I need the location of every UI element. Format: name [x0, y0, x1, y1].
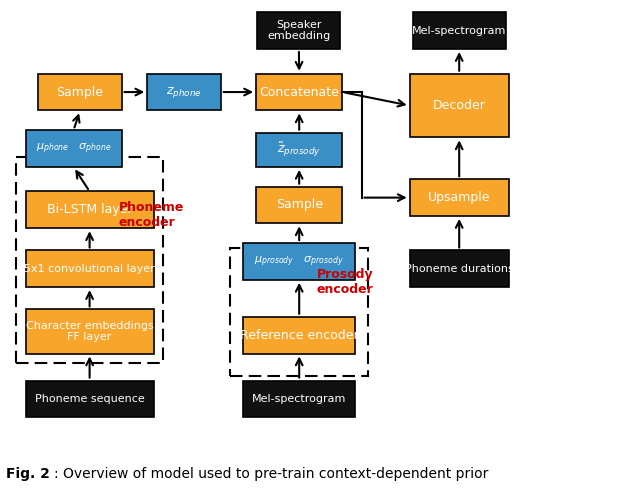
FancyBboxPatch shape — [243, 317, 355, 354]
FancyBboxPatch shape — [26, 381, 154, 417]
Text: Decoder: Decoder — [433, 99, 486, 112]
FancyBboxPatch shape — [26, 309, 154, 354]
FancyBboxPatch shape — [413, 12, 506, 49]
Text: Upsample: Upsample — [428, 191, 490, 204]
FancyBboxPatch shape — [26, 130, 122, 167]
FancyBboxPatch shape — [243, 243, 355, 280]
Text: Sample: Sample — [276, 198, 323, 212]
Text: Phoneme durations: Phoneme durations — [405, 264, 513, 274]
Text: 5x1 convolutional layer: 5x1 convolutional layer — [24, 264, 155, 274]
Text: $\mu_{prosody}$   $\sigma_{prosody}$: $\mu_{prosody}$ $\sigma_{prosody}$ — [254, 254, 344, 269]
FancyBboxPatch shape — [243, 381, 355, 417]
Text: Bi-LSTM layer: Bi-LSTM layer — [47, 203, 132, 217]
Text: $\tilde{z}_{prosody}$: $\tilde{z}_{prosody}$ — [277, 140, 321, 159]
FancyBboxPatch shape — [257, 12, 340, 49]
Text: Character embeddings
FF layer: Character embeddings FF layer — [26, 321, 154, 342]
Text: Prosody
encoder: Prosody encoder — [317, 268, 374, 296]
FancyBboxPatch shape — [256, 74, 342, 110]
Text: Mel-spectrogram: Mel-spectrogram — [252, 394, 346, 404]
FancyBboxPatch shape — [147, 74, 221, 110]
Text: Speaker
embedding: Speaker embedding — [268, 20, 330, 41]
FancyBboxPatch shape — [256, 133, 342, 167]
FancyBboxPatch shape — [26, 250, 154, 287]
Text: Fig. 2: Fig. 2 — [6, 467, 51, 481]
Text: Reference encoder: Reference encoder — [240, 328, 358, 342]
FancyBboxPatch shape — [410, 74, 509, 137]
Text: Mel-spectrogram: Mel-spectrogram — [412, 26, 506, 36]
FancyBboxPatch shape — [26, 191, 154, 228]
Text: $z_{phone}$: $z_{phone}$ — [166, 84, 202, 100]
FancyBboxPatch shape — [256, 187, 342, 223]
FancyBboxPatch shape — [410, 250, 509, 287]
Text: Sample: Sample — [56, 85, 104, 99]
FancyBboxPatch shape — [38, 74, 122, 110]
Text: : Overview of model used to pre-train context-dependent prior: : Overview of model used to pre-train co… — [54, 467, 489, 481]
Text: Concatenate: Concatenate — [259, 85, 339, 99]
Text: Phoneme
encoder: Phoneme encoder — [118, 201, 184, 229]
Text: $\mu_{phone}$   $\sigma_{phone}$: $\mu_{phone}$ $\sigma_{phone}$ — [36, 141, 111, 156]
Text: Phoneme sequence: Phoneme sequence — [35, 394, 145, 404]
FancyBboxPatch shape — [410, 179, 509, 216]
